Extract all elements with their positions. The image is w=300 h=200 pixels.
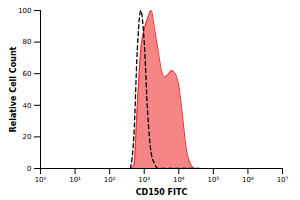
svg-text:10³: 10³ — [138, 176, 150, 184]
svg-text:40: 40 — [23, 102, 32, 110]
svg-text:100: 100 — [18, 7, 31, 15]
svg-text:20: 20 — [23, 133, 32, 141]
svg-text:10⁴: 10⁴ — [173, 176, 185, 184]
svg-text:60: 60 — [23, 70, 32, 78]
svg-text:10²: 10² — [104, 176, 116, 184]
svg-text:10¹: 10¹ — [69, 176, 81, 184]
svg-text:Relative Cell Count: Relative Cell Count — [9, 46, 18, 132]
svg-text:CD150 FITC: CD150 FITC — [136, 188, 188, 197]
svg-text:10⁵: 10⁵ — [207, 176, 219, 184]
svg-text:10⁶: 10⁶ — [242, 176, 254, 184]
svg-text:10⁰: 10⁰ — [35, 176, 47, 184]
svg-text:0: 0 — [27, 165, 31, 173]
svg-text:80: 80 — [23, 38, 32, 46]
svg-text:10⁷: 10⁷ — [277, 176, 289, 184]
